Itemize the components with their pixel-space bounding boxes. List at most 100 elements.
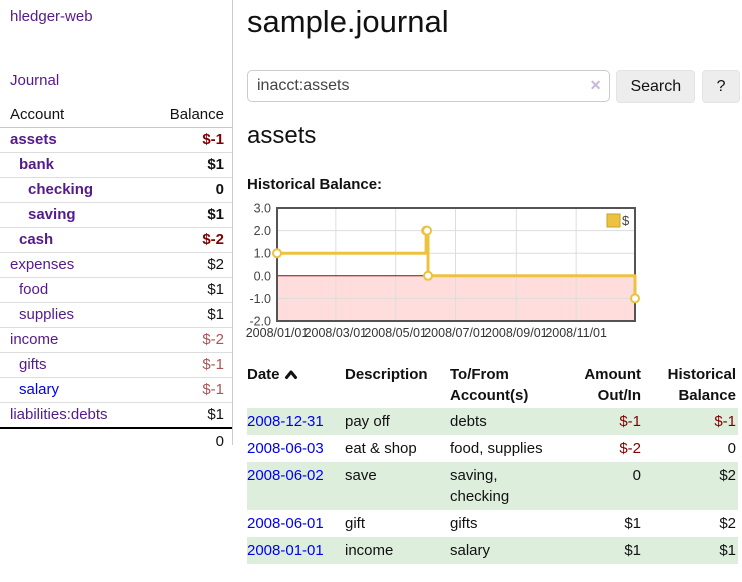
page-title: sample.journal [247,4,449,39]
register-amount-cell: $-1 [619,413,641,430]
account-balance: $-1 [142,377,232,403]
legend-swatch [606,213,621,228]
register-accounts-cell: salary [450,542,491,559]
y-tick-label: 1.0 [254,247,271,261]
account-balance: $1 [142,202,232,228]
nav-journal-link[interactable]: Journal [10,72,60,89]
account-balance: $1 [142,302,232,328]
register-date-cell: 2008-06-02 [247,462,345,510]
account-balance: $-2 [142,327,232,353]
register-balance-cell: $1 [719,542,736,559]
data-point [272,248,282,259]
register-accounts-cell: gifts [450,515,478,532]
x-tick-label: 2008/05/01 [364,326,427,340]
x-tick-label: 2008/01/01 [246,326,309,340]
register-amount-cell: $1 [624,515,641,532]
help-button[interactable]: ? [702,70,740,103]
account-row: cash $-2 [0,227,232,253]
register-date-cell: 2008-12-31 [247,408,345,435]
sidebar-account-link[interactable]: salary [19,381,60,398]
transaction-date-link[interactable]: 2008-12-31 [247,413,324,430]
y-tick-label: 0.0 [254,269,271,283]
x-tick-label: 2008/11/01 [545,326,607,340]
register-accounts-cell: debts [450,413,487,430]
register-balance-cell: $-1 [714,413,736,430]
transaction-date-link[interactable]: 2008-06-03 [247,440,324,457]
register-header-amount: Amount Out/In [567,362,643,408]
account-name-cell: bank [0,152,143,178]
account-row: liabilities:debts $1 [0,402,232,429]
x-tick-label: 2008/09/01 [485,326,548,340]
register-date-cell: 2008-01-01 [247,537,345,564]
account-row: saving $1 [0,202,232,228]
account-name-cell: checking [0,177,143,203]
search-button[interactable]: Search [616,70,696,103]
sidebar-account-link[interactable]: checking [28,181,94,198]
account-row: salary $-1 [0,377,232,403]
sidebar: hledger-web Journal Account Balance asse… [0,0,233,455]
y-tick-label: -1.0 [249,292,271,306]
sort-ascending-icon [284,370,297,379]
account-name-cell: salary [0,377,143,403]
sidebar-account-link[interactable]: expenses [10,256,75,273]
register-header-description: Description [345,366,428,383]
register-header-amount-line2: Out/In [597,387,641,404]
register-amount-cell: 0 [632,467,641,484]
register-description-cell: pay off [345,413,390,430]
register-balance-cell: $2 [719,515,736,532]
register-header-balance-line2: Balance [678,387,736,404]
brand-link[interactable]: hledger-web [10,8,93,25]
register-description-cell: eat & shop [345,440,417,457]
account-name-cell: assets [0,127,143,153]
transaction-date-link[interactable]: 2008-01-01 [247,542,324,559]
register-header-row: Date Description To/From Account(s) Amou… [247,362,738,408]
register-balance-cell: 0 [727,440,736,457]
x-tick-label: 2008/07/01 [424,326,487,340]
register-date-cell: 2008-06-03 [247,435,345,462]
account-balance: 0 [142,177,232,203]
search-input[interactable] [247,70,611,102]
sidebar-account-link[interactable]: saving [28,206,76,223]
y-tick-label: 3.0 [254,202,271,216]
accounts-body: assets $-1 bank $1 checking 0 saving $1 cash $-2 e… [0,127,232,429]
sidebar-account-link[interactable]: liabilities:debts [10,406,108,423]
legend-label: $ [622,213,630,228]
accounts-header-balance: Balance [142,104,232,128]
account-row: food $1 [0,277,232,303]
chart-title: Historical Balance: [247,176,383,193]
balance-chart: 3.0 2.0 1.0 0.0 -1.0 -2.02008/01/012008/03/01… [246,202,640,340]
transaction-date-link[interactable]: 2008-06-02 [247,467,324,484]
register-row: 2008-01-01 income salary $1 $1 [247,537,738,564]
accounts-total-row: 0 [0,427,232,455]
search-form: ✕ Search ? [247,70,740,103]
register-description-cell: gift [345,515,366,532]
account-name-cell: food [0,277,143,303]
accounts-total-balance: 0 [142,427,232,455]
sidebar-account-link[interactable]: food [19,281,49,298]
account-row: checking 0 [0,177,232,203]
register-header-date[interactable]: Date [247,362,345,408]
account-name-cell: supplies [0,302,143,328]
sidebar-account-link[interactable]: gifts [19,356,47,373]
register-row: 2008-06-01 gift gifts $1 $2 [247,510,738,537]
y-tick-label: -2.0 [249,315,271,329]
account-row: supplies $1 [0,302,232,328]
sidebar-account-link[interactable]: income [10,331,59,348]
data-point [630,293,640,304]
account-balance: $-1 [142,127,232,153]
account-name-cell: liabilities:debts [0,402,143,429]
sidebar-account-link[interactable]: assets [10,131,57,148]
sidebar-account-link[interactable]: bank [19,156,55,173]
register-header-accounts-line1: To/From [450,366,509,383]
clear-search-icon[interactable]: ✕ [589,77,602,93]
transaction-date-link[interactable]: 2008-06-01 [247,515,324,532]
account-balance: $1 [142,152,232,178]
account-name-cell: gifts [0,352,143,378]
register-body: 2008-12-31 pay off debts $-1 $-1 2008-06-03 ea… [247,408,738,564]
sidebar-account-link[interactable]: supplies [19,306,75,323]
data-point [422,225,433,236]
account-name-cell: cash [0,227,143,253]
account-row: assets $-1 [0,127,232,153]
account-name-cell: expenses [0,252,143,278]
sidebar-account-link[interactable]: cash [19,231,54,248]
